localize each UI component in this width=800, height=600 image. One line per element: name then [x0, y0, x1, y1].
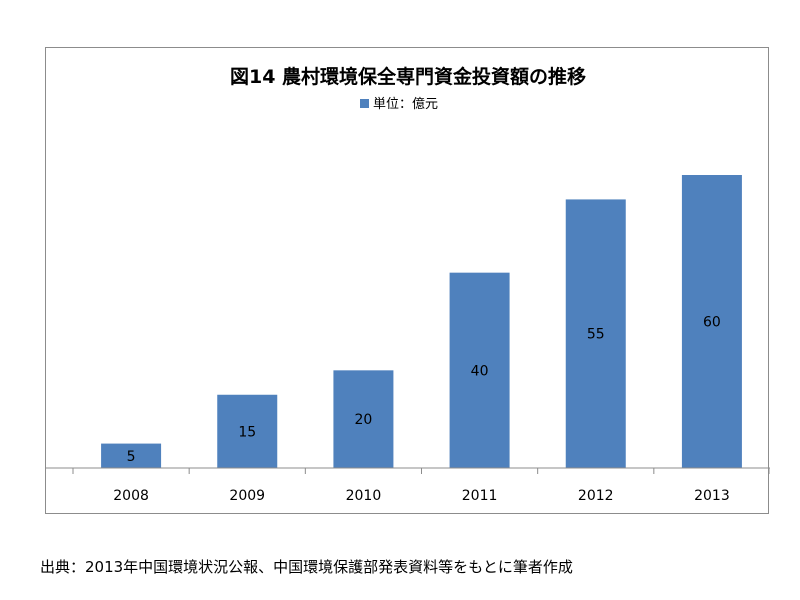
- bar-2013: [681, 175, 742, 468]
- data-label-2009: 15: [238, 424, 256, 440]
- source-note: 出典：2013年中国環境状況公報、中国環境保護部発表資料等をもとに筆者作成: [40, 558, 573, 576]
- x-axis-ticks: [72, 468, 770, 474]
- x-axis-tick-labels: 2008 2009 2010 2011 2012 2013: [113, 488, 729, 504]
- data-label-2013: 60: [703, 315, 721, 331]
- legend: 単位：億元: [360, 96, 438, 112]
- bar-2008: [101, 443, 162, 468]
- bar-2011: [449, 272, 510, 468]
- legend-label: 単位：億元: [373, 96, 438, 112]
- data-label-2008: 5: [127, 449, 136, 465]
- bar-chart: 図14 農村環境保全専門資金投資額の推移 単位：億元 5 15 20 40 55 60 2…: [46, 65, 770, 504]
- x-tick-label-2010: 2010: [346, 488, 382, 504]
- bars-group: 5 15 20 40 55 60: [101, 175, 742, 468]
- bar-2010: [333, 370, 394, 468]
- x-tick-label-2008: 2008: [113, 488, 149, 504]
- x-tick-label-2013: 2013: [694, 488, 730, 504]
- x-tick-label-2009: 2009: [229, 488, 265, 504]
- chart-area: 図14 農村環境保全専門資金投資額の推移 単位：億元 5 15 20 40 55 60 2…: [45, 47, 770, 514]
- bar-2012: [565, 199, 626, 468]
- data-label-2010: 20: [355, 412, 373, 428]
- x-tick-label-2011: 2011: [462, 488, 498, 504]
- data-label-2012: 55: [587, 327, 605, 343]
- data-label-2011: 40: [471, 363, 489, 379]
- x-tick-label-2012: 2012: [578, 488, 614, 504]
- chart-title: 図14 農村環境保全専門資金投資額の推移: [230, 65, 586, 88]
- bar-2009: [217, 394, 278, 468]
- legend-swatch: [360, 99, 369, 108]
